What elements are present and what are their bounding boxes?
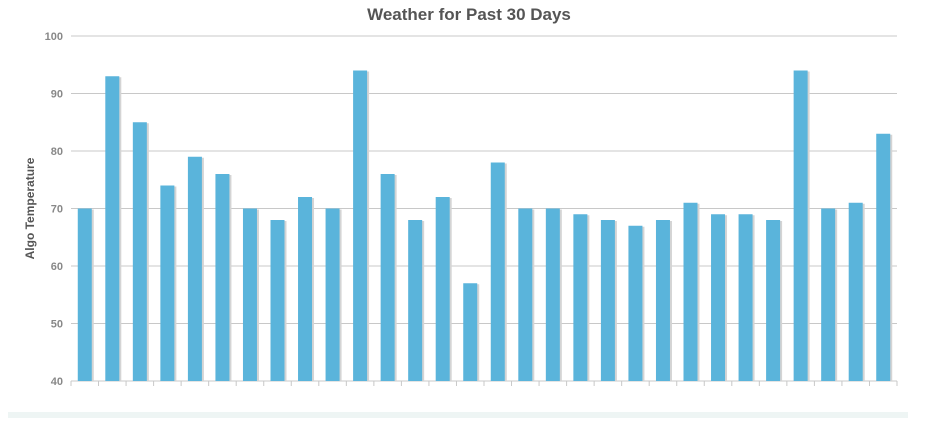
bar [518, 208, 533, 381]
bar [325, 208, 340, 381]
y-tick-label: 40 [51, 376, 63, 388]
y-tick-label: 80 [51, 146, 63, 158]
bar [105, 76, 120, 381]
bar [683, 202, 698, 381]
y-tick-label: 50 [51, 319, 63, 331]
bar [353, 70, 368, 381]
bar [242, 208, 257, 381]
y-tick-label: 90 [51, 89, 63, 101]
bar [490, 162, 505, 381]
bar [380, 174, 395, 381]
bar [298, 197, 313, 381]
bar [160, 185, 175, 381]
chart-footer-strip [8, 412, 908, 418]
bar [132, 122, 147, 381]
bar [463, 283, 478, 381]
bar [545, 208, 560, 381]
bar [876, 133, 891, 381]
bar [270, 220, 285, 381]
bar [821, 208, 836, 381]
bar [793, 70, 808, 381]
bar [187, 156, 202, 381]
bar [628, 225, 643, 381]
y-tick-label: 100 [45, 31, 63, 43]
y-axis-title: Algo Temperature [23, 157, 37, 259]
bar [77, 208, 92, 381]
bar [600, 220, 615, 381]
bar [408, 220, 423, 381]
y-tick-label: 60 [51, 261, 63, 273]
bar [711, 214, 726, 381]
bar [573, 214, 588, 381]
bar [655, 220, 670, 381]
bar [435, 197, 450, 381]
y-tick-label: 70 [51, 204, 63, 216]
bar [215, 174, 230, 381]
chart-title: Weather for Past 30 Days [367, 5, 571, 24]
bar [766, 220, 781, 381]
bar [848, 202, 863, 381]
bar [738, 214, 753, 381]
